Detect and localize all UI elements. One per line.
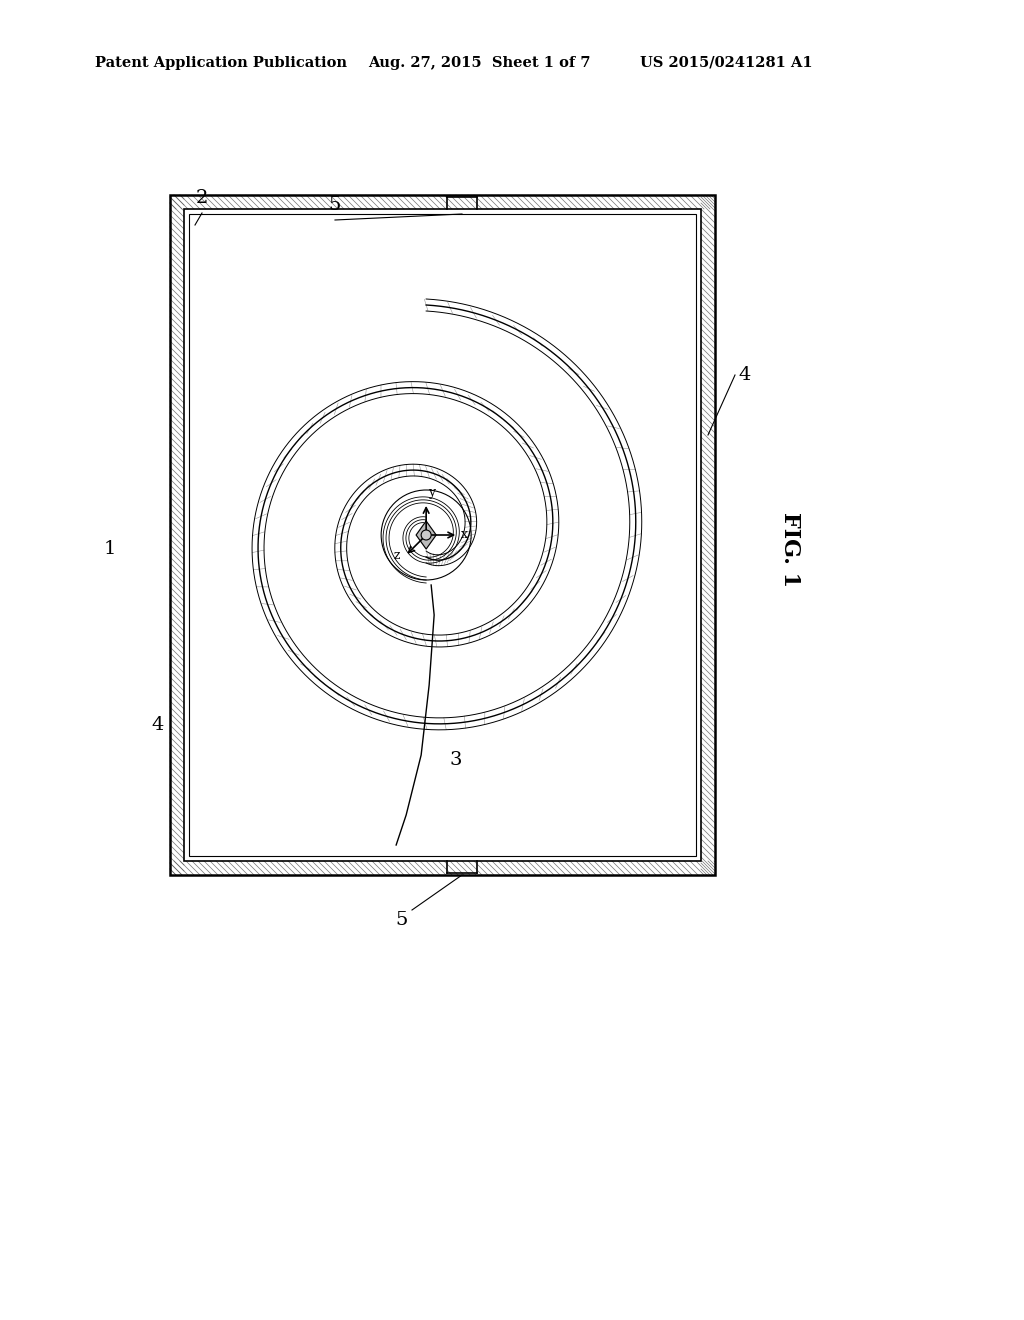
Text: z: z bbox=[393, 549, 399, 562]
Text: 1: 1 bbox=[103, 540, 116, 557]
Bar bbox=[184, 209, 701, 861]
Text: 4: 4 bbox=[738, 366, 752, 384]
Text: y: y bbox=[428, 486, 435, 499]
Text: 4: 4 bbox=[152, 717, 164, 734]
Text: FIG. 1: FIG. 1 bbox=[779, 512, 801, 587]
Bar bbox=[170, 195, 715, 875]
Text: 2: 2 bbox=[196, 189, 208, 207]
Circle shape bbox=[421, 531, 431, 540]
Bar bbox=[189, 214, 696, 855]
Text: Patent Application Publication: Patent Application Publication bbox=[95, 55, 347, 70]
Text: US 2015/0241281 A1: US 2015/0241281 A1 bbox=[640, 55, 813, 70]
Text: 3: 3 bbox=[450, 751, 463, 770]
Text: 5: 5 bbox=[329, 195, 341, 214]
Text: Aug. 27, 2015  Sheet 1 of 7: Aug. 27, 2015 Sheet 1 of 7 bbox=[368, 55, 591, 70]
Text: x: x bbox=[461, 528, 468, 541]
Polygon shape bbox=[416, 521, 436, 549]
Text: 5: 5 bbox=[396, 911, 409, 929]
